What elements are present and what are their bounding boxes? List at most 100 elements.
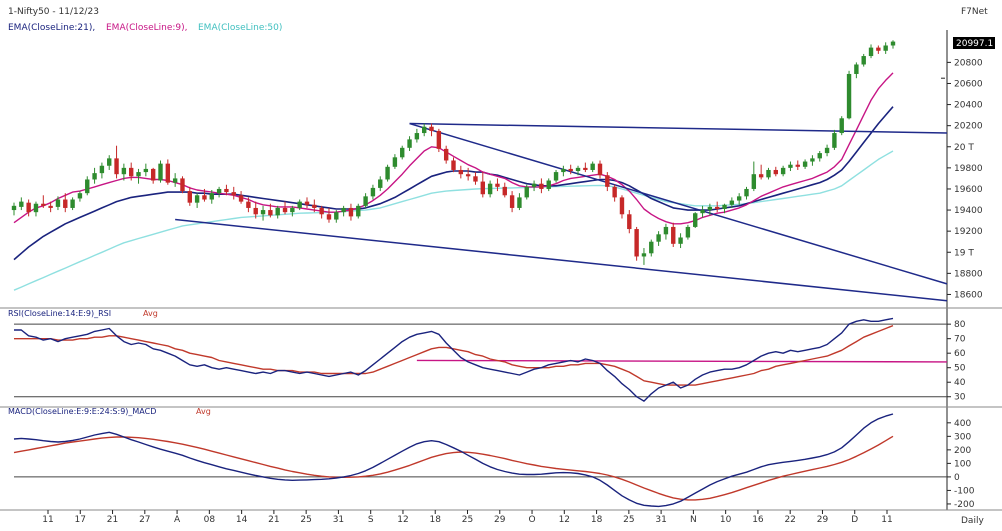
candle-body [876, 47, 881, 51]
candle-body [99, 165, 105, 174]
candle-body [48, 205, 53, 208]
price-tick-label: 19200 [954, 227, 983, 237]
candle-body [275, 207, 280, 216]
candle-body [649, 241, 654, 254]
candle-body [619, 197, 625, 215]
candle-body [194, 195, 200, 203]
x-tick-label: D [851, 515, 858, 525]
candle-body [458, 169, 464, 175]
x-tick-label: 27 [139, 515, 150, 525]
candle-body [502, 186, 507, 196]
candle-body [356, 205, 361, 217]
trendline [409, 122, 948, 285]
candle-body [715, 206, 720, 210]
candle-body [312, 204, 317, 208]
candle-body [224, 188, 229, 193]
candle-body [121, 167, 127, 175]
candle-body [70, 199, 75, 208]
candle-body [55, 199, 61, 207]
x-tick-label: 11 [881, 515, 892, 525]
candle-body [385, 166, 390, 180]
candle-body [854, 64, 859, 74]
period-label: Daily [961, 516, 984, 526]
candle-body [19, 201, 24, 207]
candle-body [744, 188, 749, 197]
candle-body [326, 214, 332, 220]
candle-body [180, 178, 185, 192]
candle-body [319, 207, 324, 215]
price-tick-label: 19800 [954, 164, 983, 174]
price-axis-labels: 20800 20600 20400 20200 20 T 19800 19600 19400 1… [941, 58, 983, 300]
candle-body [341, 207, 346, 213]
price-tick-label: 19600 [954, 185, 983, 195]
candle-body [246, 201, 251, 208]
candle-body [429, 126, 434, 131]
candle-body [143, 168, 149, 173]
price-tick-label: 18800 [954, 269, 983, 279]
macd-tick-label: 300 [954, 432, 971, 442]
x-tick-label: 14 [236, 515, 248, 525]
macd-tick-label: -100 [954, 486, 975, 496]
candle-body [202, 195, 207, 200]
candle-body [33, 203, 39, 213]
candle-body [107, 158, 112, 166]
rsi-avg-line [14, 324, 894, 386]
candle-body [605, 175, 610, 187]
candle-body [378, 179, 383, 188]
candle-body [568, 168, 573, 172]
x-tick-label: 08 [204, 515, 216, 525]
macd-line [13, 413, 894, 508]
candle-body [678, 237, 683, 244]
candle-body [253, 207, 258, 215]
macd-avg-label: Avg [196, 407, 211, 416]
candle-body [282, 207, 288, 213]
macd-tick-label: -200 [954, 500, 975, 510]
indicator-ema9-label: EMA(CloseLine:9), [106, 23, 188, 33]
rsi-panel: 80 70 60 50 40 30 [14, 317, 966, 403]
x-tick-label: 18 [430, 515, 442, 525]
candle-body [392, 157, 398, 167]
candle-body [63, 199, 68, 208]
candle-body [158, 163, 163, 181]
candle-body [766, 169, 771, 178]
candle-body [290, 207, 295, 213]
candle-body [890, 41, 896, 46]
price-tick-label: 20800 [954, 58, 983, 68]
candle-body [165, 163, 171, 183]
macd-tick-label: 0 [954, 473, 960, 483]
candle-body [77, 193, 83, 199]
candle-body [451, 160, 456, 170]
trendlines [175, 122, 948, 302]
candle-body [136, 172, 141, 177]
candle-body [495, 183, 500, 187]
candle-body [92, 173, 97, 180]
candle-body [722, 204, 727, 210]
candle-body [817, 153, 822, 159]
candle-body [700, 210, 705, 214]
price-tick-label: 19400 [954, 206, 983, 216]
rsi-horizontal-line [416, 359, 948, 363]
candle-body [414, 133, 420, 140]
candle-body [348, 207, 354, 217]
candle-body [231, 192, 236, 196]
candle-body [590, 163, 595, 170]
macd-avg-line [13, 435, 894, 501]
candle-body [85, 179, 90, 194]
candle-body [26, 202, 31, 213]
macd-tick-label: 400 [954, 419, 971, 429]
candle-body [238, 195, 244, 202]
candle-body [671, 226, 676, 244]
rsi-tick-label: 70 [954, 335, 966, 345]
candle-body [443, 148, 449, 161]
x-tick-label: 11 [42, 515, 53, 525]
candle-body [824, 147, 830, 154]
x-tick-label: 17 [75, 515, 86, 525]
candle-body [773, 169, 778, 175]
candle-body [736, 196, 742, 201]
candle-body [187, 191, 192, 203]
price-tick-label: 20 T [954, 143, 974, 153]
candle-body [334, 212, 339, 220]
candle-body [575, 167, 581, 172]
candle-body [693, 213, 698, 227]
